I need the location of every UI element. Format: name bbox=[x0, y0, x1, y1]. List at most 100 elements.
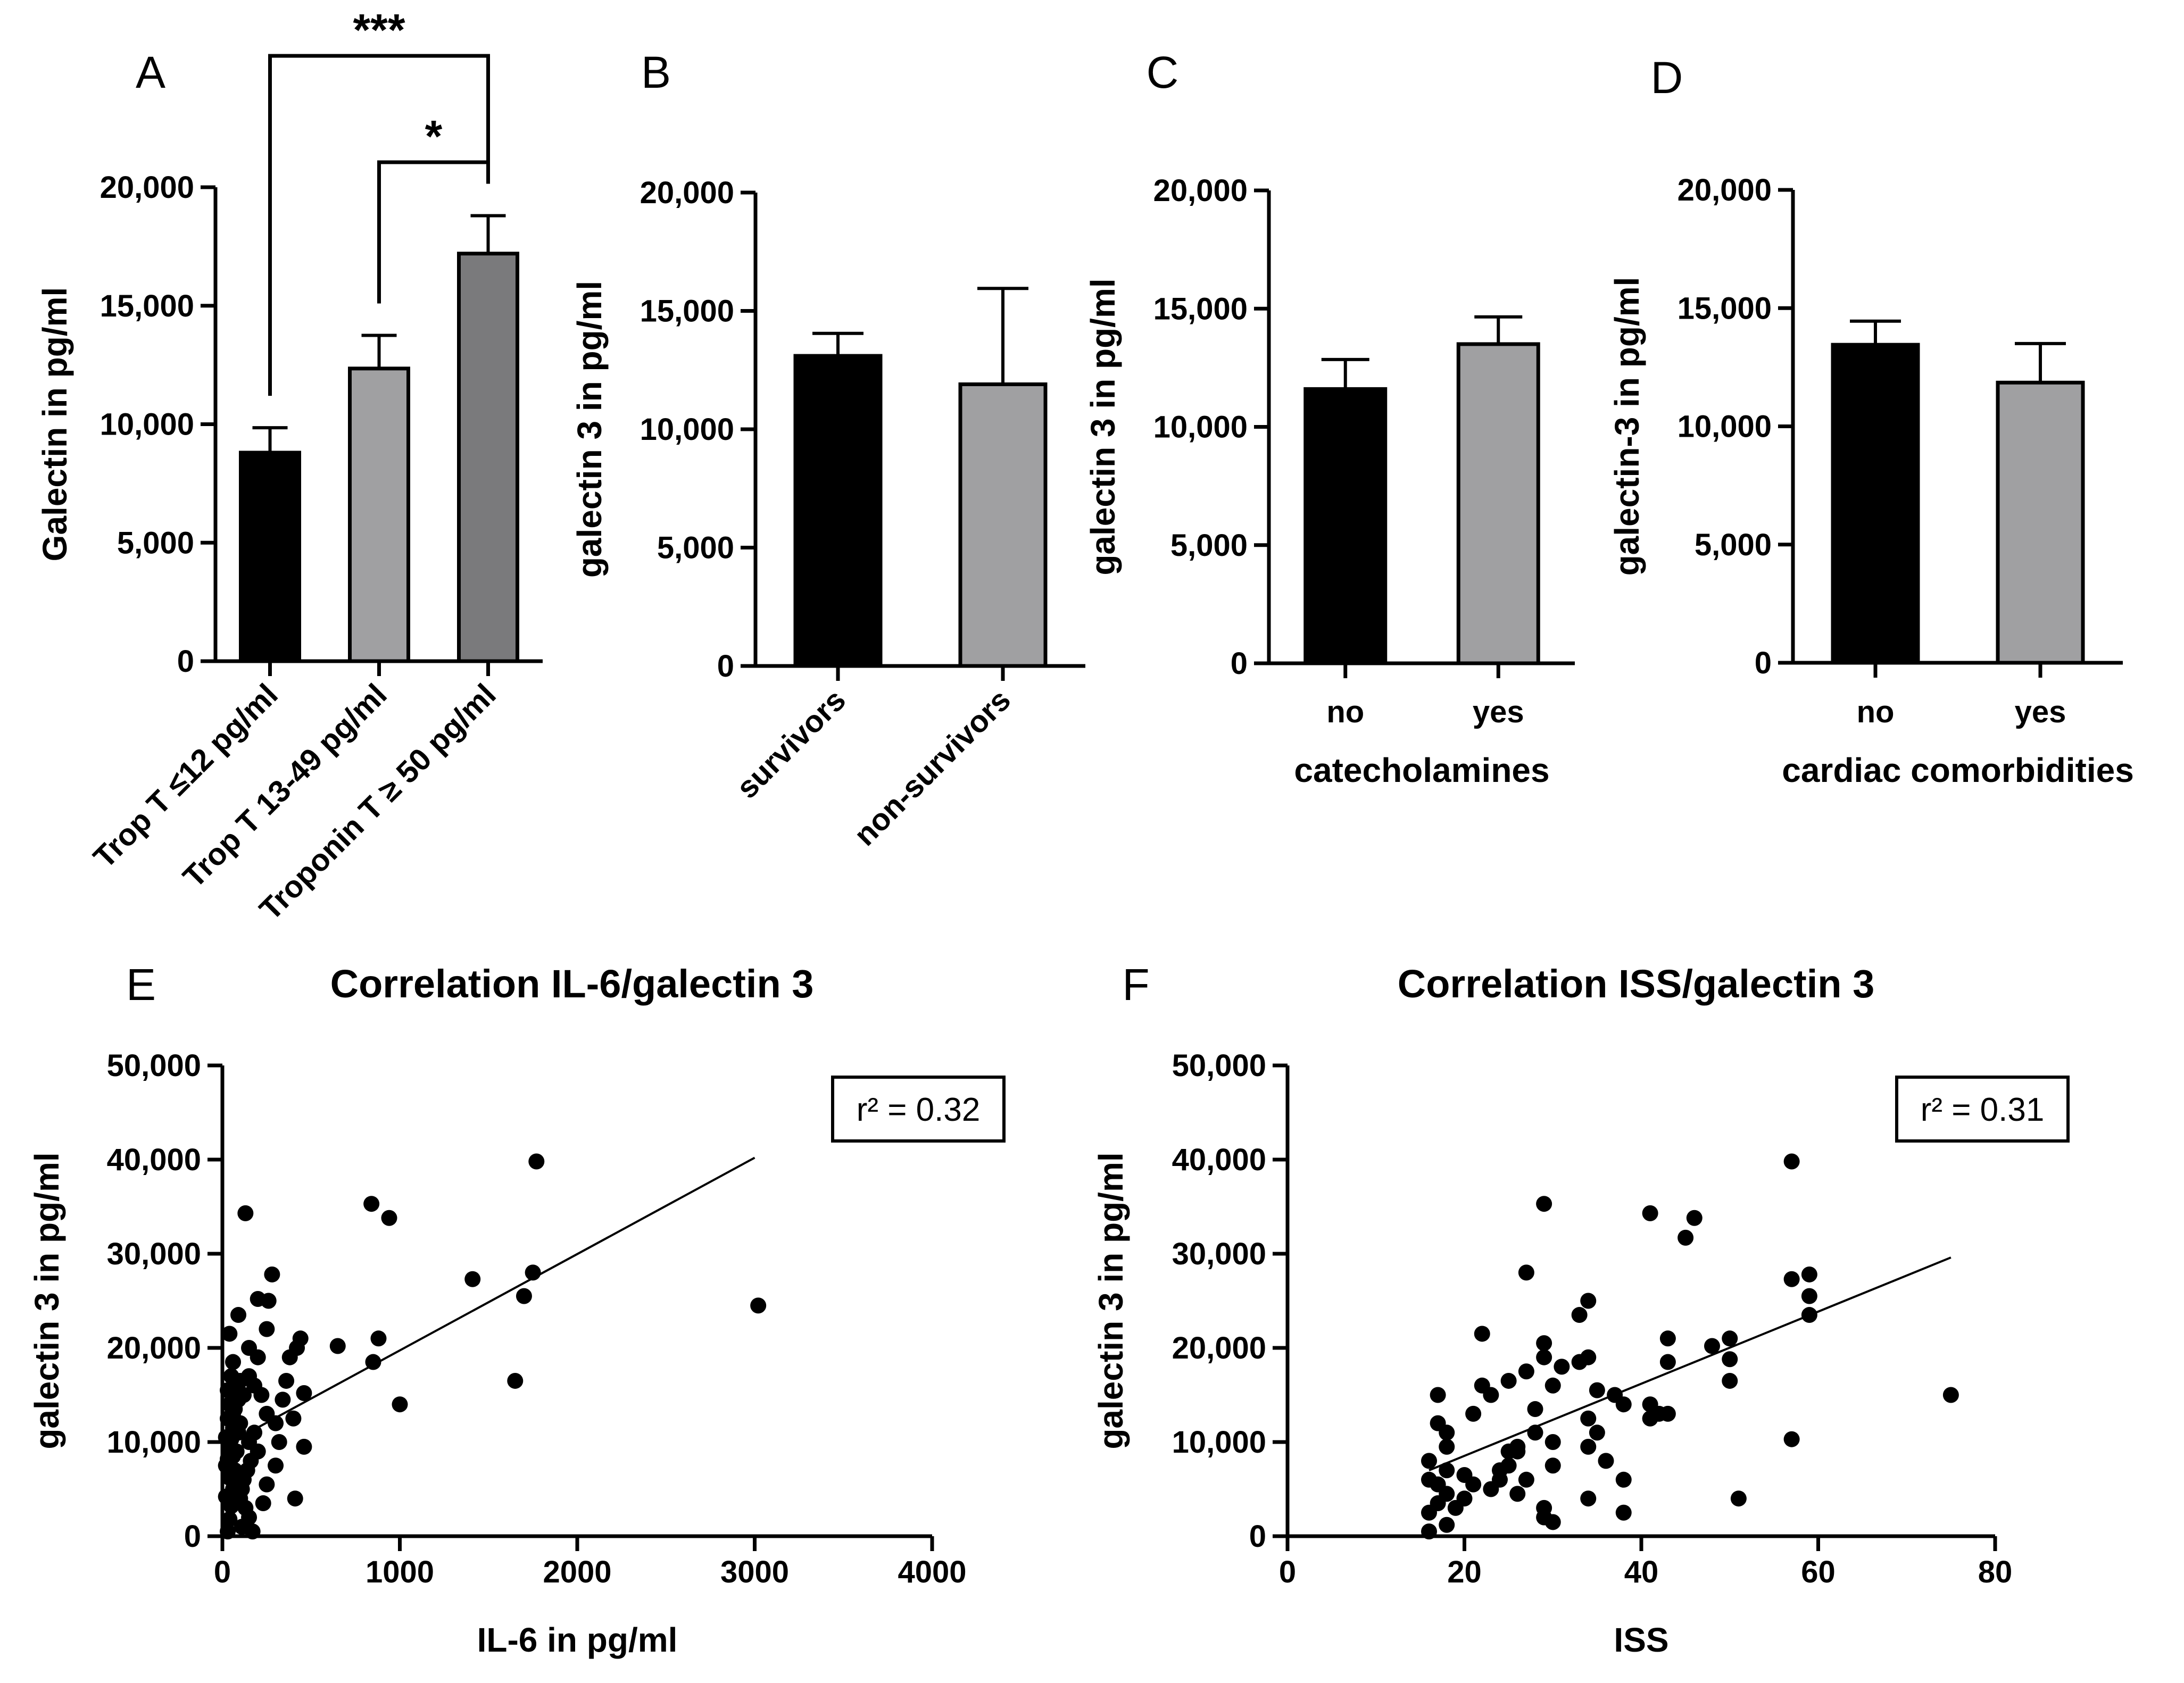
data-point bbox=[464, 1271, 481, 1287]
data-point bbox=[1439, 1424, 1455, 1441]
data-point bbox=[1492, 1462, 1508, 1479]
data-point bbox=[1783, 1431, 1800, 1447]
fit-line bbox=[1429, 1256, 1952, 1471]
x-tick-label: 2000 bbox=[543, 1555, 611, 1589]
data-point bbox=[264, 1266, 280, 1282]
data-point bbox=[1580, 1349, 1597, 1365]
data-point bbox=[1474, 1326, 1490, 1342]
panel-letter: D bbox=[1651, 53, 1683, 103]
data-point bbox=[1536, 1196, 1552, 1212]
data-point bbox=[1509, 1486, 1526, 1502]
y-tick-label: 5,000 bbox=[117, 526, 194, 560]
data-point bbox=[1678, 1229, 1694, 1246]
data-point bbox=[1580, 1410, 1597, 1427]
data-point bbox=[1536, 1349, 1552, 1365]
chart-title: Correlation ISS/galectin 3 bbox=[1398, 962, 1874, 1006]
data-point bbox=[1465, 1476, 1482, 1493]
x-axis-title: cardiac comorbidities bbox=[1782, 751, 2134, 789]
r-squared-box bbox=[831, 1076, 1006, 1143]
data-point bbox=[1615, 1396, 1632, 1413]
data-point bbox=[259, 1321, 275, 1337]
data-point bbox=[1722, 1330, 1738, 1347]
x-tick-label: 4000 bbox=[898, 1555, 966, 1589]
data-point bbox=[1421, 1523, 1437, 1540]
fit-line bbox=[222, 1156, 755, 1448]
data-point bbox=[1439, 1462, 1455, 1479]
y-tick-label: 10,000 bbox=[1172, 1425, 1266, 1460]
data-point bbox=[1500, 1372, 1517, 1389]
panel-b-bar-chart: B 0 5,000 10,000 15,000 20,000 galectin 3 in p… bbox=[570, 47, 1085, 853]
y-tick-label: 50,000 bbox=[107, 1048, 201, 1083]
y-tick-label: 20,000 bbox=[100, 170, 194, 205]
x-tick-label: 3000 bbox=[720, 1555, 789, 1589]
data-point bbox=[750, 1297, 767, 1314]
panel-d-bar-chart: D 0 5,000 10,000 15,000 20,000 galectin-3 in p… bbox=[1608, 53, 2134, 789]
bar bbox=[1456, 342, 1540, 665]
data-point bbox=[1465, 1405, 1482, 1422]
bar bbox=[239, 451, 301, 663]
bar bbox=[348, 366, 410, 663]
data-point bbox=[230, 1392, 247, 1408]
data-point bbox=[1589, 1382, 1605, 1398]
y-axis-title: galectin 3 in pg/ml bbox=[1092, 1152, 1130, 1449]
bar bbox=[958, 382, 1048, 668]
data-point bbox=[1580, 1438, 1597, 1455]
x-tick-label: 60 bbox=[1801, 1555, 1836, 1589]
panel-letter: E bbox=[126, 960, 156, 1010]
r-squared-label: r² = 0.31 bbox=[1921, 1092, 2045, 1128]
data-point bbox=[225, 1354, 242, 1370]
y-tick-label: 0 bbox=[1249, 1519, 1266, 1554]
y-tick-label: 5,000 bbox=[1695, 528, 1772, 562]
data-point bbox=[225, 1420, 242, 1436]
data-point bbox=[1642, 1205, 1658, 1221]
category-label: Trop T 13-49 pg/ml bbox=[176, 677, 393, 894]
data-point bbox=[1544, 1377, 1561, 1394]
y-tick-label: 10,000 bbox=[100, 407, 194, 442]
data-point bbox=[381, 1210, 397, 1226]
data-point bbox=[287, 1490, 303, 1507]
data-point bbox=[363, 1196, 380, 1212]
data-point bbox=[1598, 1453, 1614, 1469]
data-point bbox=[296, 1438, 312, 1455]
data-point bbox=[1722, 1351, 1738, 1368]
category-label: Trop T ≤12 pg/ml bbox=[87, 677, 285, 875]
r-squared-box bbox=[1895, 1076, 2070, 1143]
y-tick-label: 10,000 bbox=[1678, 410, 1772, 444]
data-point bbox=[1421, 1453, 1437, 1469]
data-point bbox=[528, 1153, 545, 1170]
bar bbox=[793, 354, 883, 668]
y-tick-label: 20,000 bbox=[1153, 173, 1248, 208]
y-axis-title: galectin 3 in pg/ml bbox=[28, 1152, 66, 1449]
panel-letter: F bbox=[1122, 960, 1149, 1010]
data-point bbox=[1722, 1372, 1738, 1389]
data-point bbox=[1801, 1288, 1817, 1304]
data-point bbox=[1439, 1517, 1455, 1533]
data-point bbox=[223, 1368, 239, 1385]
data-point bbox=[1615, 1504, 1632, 1521]
bar bbox=[1831, 343, 1920, 665]
y-tick-label: 20,000 bbox=[640, 176, 734, 210]
data-point bbox=[241, 1340, 258, 1356]
data-point bbox=[275, 1392, 291, 1408]
category-label: yes bbox=[1473, 695, 1524, 729]
significance-bracket bbox=[377, 160, 490, 304]
y-tick-label: 15,000 bbox=[640, 294, 734, 329]
y-tick-label: 0 bbox=[717, 649, 734, 684]
data-point bbox=[1783, 1153, 1800, 1170]
y-axis-title: galectin 3 in pg/ml bbox=[1084, 278, 1122, 575]
data-point bbox=[253, 1387, 270, 1403]
significance-bracket bbox=[268, 54, 490, 396]
y-tick-label: 15,000 bbox=[1678, 291, 1772, 326]
category-label: no bbox=[1857, 695, 1895, 729]
data-point bbox=[392, 1396, 408, 1413]
data-point bbox=[244, 1523, 261, 1540]
bar bbox=[1996, 380, 2085, 665]
y-tick-label: 0 bbox=[1231, 646, 1248, 681]
data-point bbox=[292, 1330, 309, 1347]
x-tick-label: 40 bbox=[1624, 1555, 1659, 1589]
x-tick-label: 20 bbox=[1447, 1555, 1482, 1589]
category-label: non-survivors bbox=[848, 682, 1017, 852]
y-tick-label: 40,000 bbox=[107, 1143, 201, 1177]
data-point bbox=[296, 1385, 312, 1401]
